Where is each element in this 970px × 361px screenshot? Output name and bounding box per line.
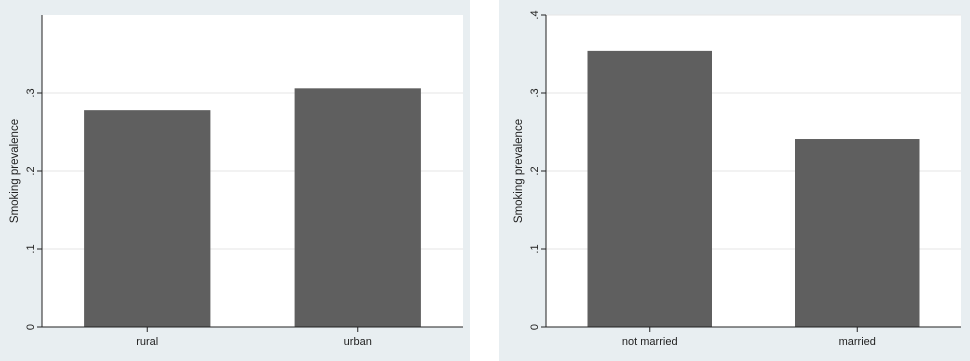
chart-area-location: 0 .1 .2 .3 rural urban Smoking prevalence [9,15,463,348]
y-tick-label: 0 [25,324,37,330]
y-tick-label: .3 [25,88,37,97]
x-category-label: rural [136,336,158,348]
y-tick-label: .2 [25,166,37,175]
y-tick-label: 0 [529,324,541,330]
y-tick-label: .2 [529,166,541,175]
y-tick-label: .3 [529,88,541,97]
bar-married [795,139,920,327]
y-tick-label: .1 [25,244,37,253]
x-category-label: not married [622,336,678,348]
bar-rural [84,110,211,327]
x-category-label: married [839,336,876,348]
x-category-label: urban [344,336,372,348]
chart-panel-area: 0 .1 .2 .3 rural urban Smoking prevalence [0,0,470,361]
y-tick-label: .1 [529,244,541,253]
bar-not-married [587,50,712,327]
chart-panel-marital: 0 .1 .2 .3 .4 not married married Smoking preva… [499,0,970,361]
y-axis-title: Smoking prevalence [9,119,21,223]
y-tick-label: .4 [529,10,541,19]
y-axis-title: Smoking prevalence [513,119,525,223]
chart-marital-status: 0 .1 .2 .3 .4 not married married Smoking preva… [513,10,961,348]
bar-urban [294,88,421,327]
